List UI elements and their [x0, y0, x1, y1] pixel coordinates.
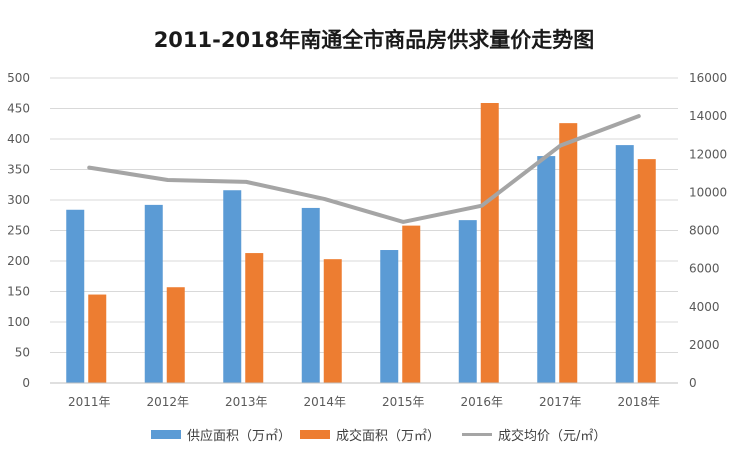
- x-tick-label: 2013年: [225, 395, 268, 409]
- x-tick-label: 2014年: [303, 395, 346, 409]
- bar-sales: [559, 123, 578, 383]
- axes: 0 50 100 150 200 250 300 350 400 450 500 0 2000 4000 6…: [7, 71, 727, 409]
- bar-supply: [458, 220, 477, 383]
- bars: [66, 103, 656, 383]
- y-right-tick-label: 0: [689, 376, 697, 390]
- bar-supply: [537, 156, 556, 383]
- bar-sales: [166, 287, 185, 383]
- x-tick-label: 2012年: [146, 395, 189, 409]
- chart-title: 2011-2018年南通全市商品房供求量价走势图: [153, 28, 595, 52]
- legend-item-supply: 供应面积（万㎡）: [151, 424, 291, 444]
- y-right-tick-label: 16000: [689, 71, 727, 85]
- legend-label-supply: 供应面积（万㎡）: [187, 428, 292, 444]
- x-tick-label: 2017年: [539, 395, 582, 409]
- bar-sales: [323, 259, 342, 383]
- bar-supply: [380, 250, 399, 383]
- x-tick-label: 2018年: [617, 395, 660, 409]
- price-line: [87, 114, 641, 224]
- x-tick-label: 2016年: [460, 395, 503, 409]
- y-right-tick-label: 4000: [689, 300, 720, 314]
- y-right-tick-label: 10000: [689, 185, 727, 199]
- bar-sales: [402, 225, 421, 383]
- bar-sales: [480, 103, 499, 383]
- y-left-tick-label: 0: [22, 376, 30, 390]
- y-left-tick-label: 350: [7, 163, 30, 177]
- legend-item-sales: 成交面积（万㎡）: [300, 424, 440, 444]
- legend-label-sales: 成交面积（万㎡）: [336, 428, 441, 444]
- gridlines: [50, 77, 678, 353]
- legend-item-price: 成交均价（元/㎡）: [462, 424, 606, 444]
- x-tick-label: 2011年: [68, 395, 111, 409]
- legend-swatch-sales: [300, 429, 330, 439]
- bar-sales: [637, 159, 656, 383]
- bar-supply: [615, 145, 634, 383]
- y-left-tick-label: 50: [15, 346, 30, 360]
- bar-sales: [88, 294, 107, 383]
- bar-supply: [66, 209, 85, 383]
- legend-label-price: 成交均价（元/㎡）: [498, 428, 607, 444]
- y-right-tick-label: 2000: [689, 338, 720, 352]
- y-left-tick-label: 150: [7, 285, 30, 299]
- bar-sales: [245, 253, 264, 383]
- y-left-tick-label: 100: [7, 315, 30, 329]
- bar-supply: [301, 207, 320, 383]
- legend: 供应面积（万㎡） 成交面积（万㎡） 成交均价（元/㎡）: [0, 424, 748, 444]
- y-right-tick-label: 8000: [689, 224, 720, 238]
- bar-supply: [223, 190, 242, 383]
- y-left-tick-label: 450: [7, 102, 30, 116]
- legend-swatch-supply: [151, 429, 181, 439]
- y-left-tick-label: 500: [7, 71, 30, 85]
- x-tick-label: 2015年: [382, 395, 425, 409]
- bar-supply: [144, 204, 163, 383]
- line-series-price: [87, 114, 641, 224]
- y-left-tick-label: 200: [7, 254, 30, 268]
- y-right-tick-label: 14000: [689, 109, 727, 123]
- y-right-tick-label: 12000: [689, 147, 727, 161]
- y-left-tick-label: 400: [7, 132, 30, 146]
- y-left-tick-label: 250: [7, 224, 30, 238]
- y-left-tick-label: 300: [7, 193, 30, 207]
- y-right-tick-label: 6000: [689, 262, 720, 276]
- legend-swatch-price: [462, 432, 492, 436]
